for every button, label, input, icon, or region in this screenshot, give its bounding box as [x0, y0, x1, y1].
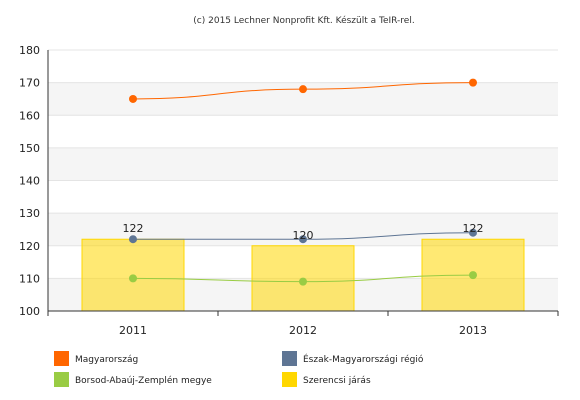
legend-label: Szerencsi járás [303, 376, 371, 386]
bar-data-label: 122 [123, 222, 144, 235]
legend-swatch [282, 372, 297, 387]
y-tick-label: 170 [19, 77, 40, 90]
data-point [469, 271, 477, 280]
data-labels: 122 120 122 [123, 222, 484, 242]
data-point [299, 277, 307, 286]
data-point [469, 228, 477, 237]
y-tick-label: 100 [19, 305, 40, 318]
legend-swatch [54, 351, 69, 366]
data-point [299, 235, 307, 244]
bar-data-label: 120 [293, 229, 314, 242]
bar-series [81, 238, 525, 312]
y-tick-label: 120 [19, 240, 40, 253]
legend-label: Borsod-Abaúj-Zemplén megye [75, 375, 212, 386]
data-point [469, 78, 477, 87]
legend-label: Magyarország [75, 355, 138, 365]
data-point [129, 274, 137, 283]
legend-label: Észak-Magyarországi régió [303, 353, 424, 365]
x-tick-label: 2011 [119, 324, 147, 337]
legend-item: Szerencsi járás [282, 372, 371, 387]
legend-swatch [282, 351, 297, 366]
x-tick-label: 2012 [289, 324, 317, 337]
legend-item: Magyarország [54, 351, 138, 366]
legend-swatch [54, 372, 69, 387]
plot-band [48, 147, 558, 181]
data-point [129, 235, 137, 244]
legend-item: Borsod-Abaúj-Zemplén megye [54, 372, 212, 387]
legend-item: Észak-Magyarországi régió [282, 351, 424, 366]
bar-data-label: 122 [463, 222, 484, 235]
y-tick-label: 140 [19, 175, 40, 188]
axes: 100 110 120 130 140 150 160 170 180 2011 2012 2013 [19, 44, 559, 337]
data-point [299, 85, 307, 94]
y-tick-label: 110 [19, 272, 40, 285]
x-tick-label: 2013 [459, 324, 487, 337]
y-tick-label: 150 [19, 142, 40, 155]
chart-credit: (c) 2015 Lechner Nonprofit Kft. Készült … [193, 15, 414, 26]
line-series [129, 78, 477, 286]
y-tick-label: 160 [19, 109, 40, 122]
legend: Magyarország Észak-Magyarországi régió Bor… [54, 351, 424, 387]
y-tick-label: 130 [19, 207, 40, 220]
data-point [129, 94, 137, 103]
y-tick-label: 180 [19, 44, 40, 57]
